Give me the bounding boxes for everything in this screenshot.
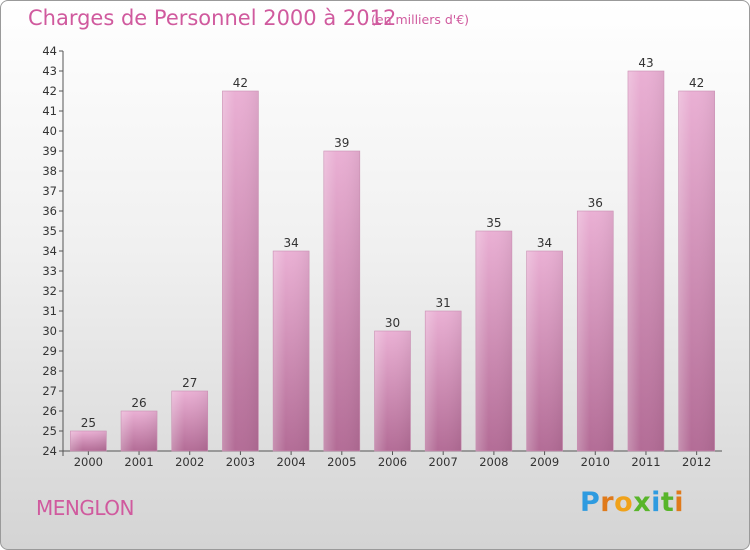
data-label: 31: [436, 296, 451, 310]
logo-letter: t: [660, 487, 675, 518]
bar-shade: [475, 230, 513, 452]
y-tick-label: 24: [42, 444, 57, 458]
y-tick-label: 44: [42, 44, 57, 58]
x-tick-label: 2006: [378, 455, 407, 469]
bars: [70, 70, 715, 452]
y-tick-label: 36: [42, 204, 57, 218]
x-tick-label: 2005: [327, 455, 356, 469]
x-tick-label: 2011: [631, 455, 660, 469]
bar-shade: [424, 310, 462, 452]
y-tick-label: 27: [42, 384, 57, 398]
y-tick-label: 32: [42, 284, 57, 298]
bar-shade: [678, 90, 715, 452]
bar-shade: [70, 430, 107, 452]
x-tick-label: 2002: [175, 455, 204, 469]
y-tick-label: 34: [42, 244, 57, 258]
proxiti-logo[interactable]: Proxiti: [580, 487, 684, 518]
y-tick-label: 39: [42, 144, 57, 158]
logo-letter: P: [580, 487, 601, 518]
bar-shade: [374, 330, 411, 452]
data-label: 25: [81, 416, 96, 430]
x-tick-label: 2009: [530, 455, 559, 469]
x-tick-label: 2003: [226, 455, 255, 469]
chart-subtitle: (en milliers d'€): [371, 12, 470, 27]
bar-shade: [576, 210, 614, 452]
bar-shade: [526, 250, 563, 452]
y-tick-label: 37: [42, 184, 57, 198]
x-tick-label: 2004: [276, 455, 305, 469]
chart-title: Charges de Personnel 2000 à 2012: [28, 6, 397, 30]
axes: 24 25 26 27 28 29 30 31 32 33 34 35 36 37 38 39 40 41 42 43…: [42, 44, 722, 469]
data-label: 43: [638, 56, 653, 70]
bar-shade: [627, 70, 665, 452]
x-tick-label: 2007: [429, 455, 458, 469]
y-tick-label: 25: [42, 424, 57, 438]
bar-shade: [120, 410, 158, 452]
x-tick-label: 2008: [479, 455, 508, 469]
logo-letter: o: [614, 487, 634, 518]
x-tick-label: 2001: [124, 455, 153, 469]
y-tick-label: 33: [42, 264, 57, 278]
y-tick-label: 28: [42, 364, 57, 378]
y-tick-label: 35: [42, 224, 57, 238]
y-tick-label: 30: [42, 324, 57, 338]
logo-letter: i: [674, 487, 685, 518]
y-tick-label: 26: [42, 404, 57, 418]
data-labels: 25 26 27 42 34 39 30 31 35 34 36 43 42: [81, 56, 705, 430]
data-label: 42: [689, 76, 704, 90]
logo-letter: i: [651, 487, 661, 518]
x-tick-label: 2010: [581, 455, 610, 469]
logo-letter: r: [600, 487, 615, 518]
data-label: 34: [537, 236, 552, 250]
y-tick-label: 42: [42, 84, 57, 98]
x-tick-label: 2012: [682, 455, 711, 469]
data-label: 35: [486, 216, 501, 230]
data-label: 34: [283, 236, 298, 250]
data-label: 39: [334, 136, 349, 150]
data-label: 42: [233, 76, 248, 90]
y-tick-label: 40: [42, 124, 57, 138]
bar-shade: [171, 390, 209, 452]
data-label: 27: [182, 376, 197, 390]
bar-shade: [272, 250, 310, 452]
y-tick-label: 43: [42, 64, 57, 78]
y-tick-label: 41: [42, 104, 57, 118]
data-label: 36: [588, 196, 603, 210]
y-tick-label: 38: [42, 164, 57, 178]
x-tick-label: 2000: [74, 455, 103, 469]
bar-shade: [323, 150, 361, 452]
data-label: 26: [131, 396, 146, 410]
commune-name: MENGLON: [36, 496, 134, 520]
y-tick-label: 31: [42, 304, 57, 318]
bar-shade: [222, 90, 259, 452]
data-label: 30: [385, 316, 400, 330]
logo-letter: x: [633, 487, 652, 518]
y-tick-label: 29: [42, 344, 57, 358]
